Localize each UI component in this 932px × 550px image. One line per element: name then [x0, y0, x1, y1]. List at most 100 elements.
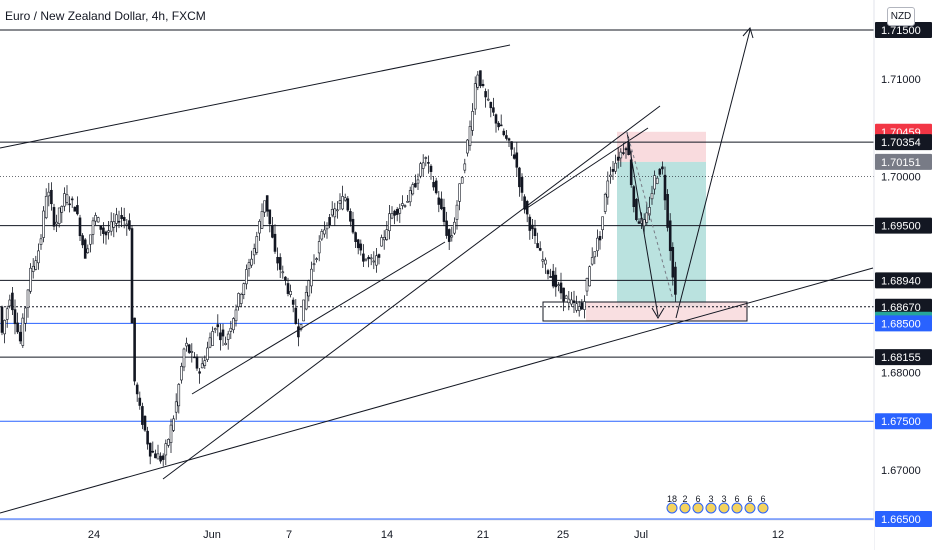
candle-body[interactable]	[260, 211, 264, 229]
candle-body[interactable]	[122, 217, 126, 221]
candle-body[interactable]	[185, 342, 188, 347]
candle-body[interactable]	[216, 324, 220, 328]
candle-body[interactable]	[154, 453, 157, 459]
economic-event-icon[interactable]	[705, 502, 717, 514]
candle-body[interactable]	[86, 248, 90, 254]
candle-body[interactable]	[304, 292, 308, 310]
candle-body[interactable]	[427, 162, 430, 164]
candle-body[interactable]	[653, 175, 656, 190]
candle-body[interactable]	[577, 306, 581, 311]
candle-body[interactable]	[291, 299, 295, 305]
candle-body[interactable]	[83, 239, 87, 259]
candle-body[interactable]	[237, 293, 240, 308]
candle-body[interactable]	[536, 243, 539, 249]
candle-body[interactable]	[206, 347, 209, 360]
mid-trendline[interactable]	[191, 241, 446, 395]
candle-body[interactable]	[666, 194, 669, 228]
candle-body[interactable]	[91, 220, 95, 235]
candle-body[interactable]	[658, 168, 662, 175]
candle-body[interactable]	[336, 209, 339, 212]
candle-body[interactable]	[187, 344, 191, 353]
candle-body[interactable]	[502, 130, 506, 136]
candle-body[interactable]	[159, 455, 162, 462]
candle-body[interactable]	[590, 257, 594, 265]
candle-body[interactable]	[250, 258, 253, 266]
candle-body[interactable]	[512, 154, 516, 159]
candle-body[interactable]	[481, 83, 485, 87]
candle-body[interactable]	[570, 299, 573, 305]
candle-body[interactable]	[203, 360, 207, 366]
candle-body[interactable]	[523, 196, 526, 210]
candle-body[interactable]	[593, 251, 597, 258]
candle-body[interactable]	[232, 318, 235, 331]
candle-body[interactable]	[424, 157, 428, 159]
candle-body[interactable]	[362, 253, 365, 262]
candle-body[interactable]	[302, 299, 305, 322]
candle-body[interactable]	[541, 259, 545, 262]
candle-body[interactable]	[609, 174, 612, 177]
candle-body[interactable]	[190, 351, 194, 353]
candle-body[interactable]	[473, 83, 477, 110]
currency-badge[interactable]: NZD	[887, 7, 915, 26]
candle-body[interactable]	[104, 231, 108, 236]
candle-body[interactable]	[463, 163, 467, 171]
candle-body[interactable]	[408, 190, 412, 203]
candle-body[interactable]	[325, 225, 329, 230]
candle-body[interactable]	[120, 215, 123, 219]
candle-body[interactable]	[401, 203, 404, 206]
candle-body[interactable]	[13, 309, 17, 325]
candle-body[interactable]	[671, 246, 675, 278]
candle-body[interactable]	[310, 268, 313, 287]
economic-event-icon[interactable]	[692, 502, 704, 514]
candle-body[interactable]	[356, 239, 360, 249]
candle-body[interactable]	[674, 266, 677, 295]
candle-body[interactable]	[429, 165, 433, 172]
candle-body[interactable]	[89, 234, 92, 245]
candle-body[interactable]	[16, 322, 19, 333]
candle-body[interactable]	[328, 217, 331, 225]
candle-body[interactable]	[414, 183, 417, 188]
candle-body[interactable]	[109, 221, 113, 232]
economic-event-icon[interactable]	[718, 502, 730, 514]
upper-channel-line[interactable]	[0, 44, 511, 149]
candle-body[interactable]	[63, 193, 66, 207]
candle-body[interactable]	[312, 263, 316, 266]
candle-body[interactable]	[234, 309, 238, 322]
candle-body[interactable]	[68, 203, 71, 206]
candle-body[interactable]	[538, 248, 542, 251]
candle-body[interactable]	[263, 200, 266, 213]
candle-body[interactable]	[60, 206, 64, 213]
candle-body[interactable]	[606, 180, 610, 198]
candle-body[interactable]	[635, 198, 638, 221]
candle-body[interactable]	[453, 221, 456, 234]
candle-body[interactable]	[255, 236, 259, 253]
candle-body[interactable]	[323, 229, 326, 235]
candle-body[interactable]	[102, 227, 105, 234]
candle-body[interactable]	[349, 211, 352, 222]
wedge-trendline[interactable]	[523, 127, 649, 211]
candle-body[interactable]	[281, 271, 285, 274]
candle-body[interactable]	[585, 278, 589, 292]
candle-body[interactable]	[284, 276, 287, 281]
candle-body[interactable]	[583, 301, 586, 310]
candle-body[interactable]	[182, 348, 186, 368]
candle-body[interactable]	[596, 237, 599, 252]
candle-body[interactable]	[385, 229, 389, 240]
candle-body[interactable]	[588, 266, 591, 287]
candle-body[interactable]	[614, 162, 617, 172]
candle-body[interactable]	[148, 442, 152, 457]
candle-body[interactable]	[268, 209, 272, 225]
candle-body[interactable]	[468, 126, 472, 146]
candle-body[interactable]	[128, 220, 131, 230]
candle-body[interactable]	[193, 356, 196, 359]
candle-body[interactable]	[130, 228, 134, 324]
candle-body[interactable]	[8, 299, 12, 307]
candle-body[interactable]	[616, 156, 620, 161]
candle-body[interactable]	[447, 229, 451, 242]
candle-body[interactable]	[419, 163, 422, 177]
candle-body[interactable]	[57, 207, 61, 224]
candle-body[interactable]	[668, 220, 672, 252]
candle-body[interactable]	[434, 180, 438, 194]
candle-body[interactable]	[294, 307, 298, 324]
candle-body[interactable]	[364, 258, 368, 261]
